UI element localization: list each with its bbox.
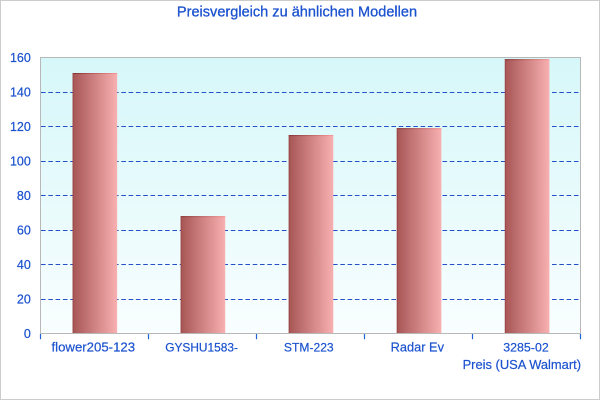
svg-text:Preis (USA Walmart): Preis (USA Walmart) (463, 357, 581, 372)
svg-text:3285-02: 3285-02 (503, 341, 549, 355)
svg-text:60: 60 (17, 224, 31, 238)
svg-text:20: 20 (17, 293, 31, 307)
svg-text:GYSHU1583-: GYSHU1583- (165, 341, 238, 355)
svg-text:STM-223: STM-223 (284, 341, 334, 355)
svg-text:flower205-123: flower205-123 (52, 340, 136, 355)
svg-text:80: 80 (17, 189, 31, 203)
svg-text:140: 140 (10, 86, 31, 100)
svg-text:Radar Ev: Radar Ev (391, 340, 445, 355)
svg-text:120: 120 (10, 120, 31, 134)
svg-text:40: 40 (17, 258, 31, 272)
svg-text:100: 100 (10, 155, 31, 169)
svg-text:0: 0 (24, 327, 31, 341)
svg-text:Preisvergleich zu ähnlichen Mo: Preisvergleich zu ähnlichen Modellen (177, 4, 417, 20)
svg-text:160: 160 (10, 51, 31, 65)
